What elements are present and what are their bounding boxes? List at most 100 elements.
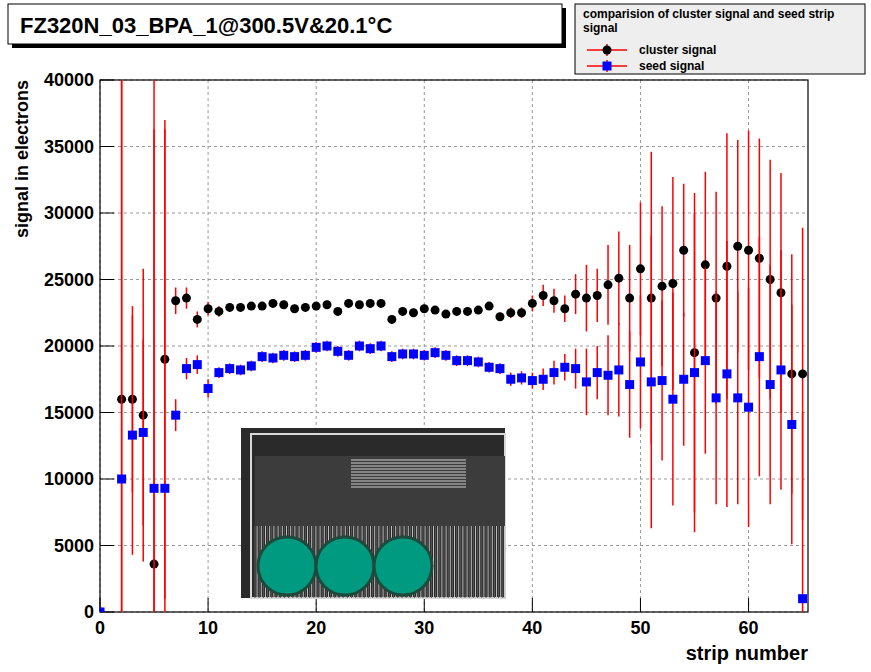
- title-box: [8, 4, 562, 44]
- point: [744, 403, 753, 412]
- error-bar: [121, 80, 123, 612]
- point: [344, 299, 353, 308]
- grid-line-x: [748, 80, 749, 612]
- error-bar: [153, 129, 155, 612]
- point: [452, 356, 461, 365]
- point: [755, 352, 764, 361]
- point: [517, 373, 526, 382]
- point: [528, 299, 537, 308]
- point: [387, 315, 396, 324]
- photo-strip: [446, 526, 447, 598]
- point: [409, 349, 418, 358]
- point: [420, 304, 429, 313]
- point: [204, 304, 213, 313]
- point: [377, 299, 386, 308]
- tick-y: [100, 346, 114, 347]
- point: [204, 384, 213, 393]
- grid-line-y: [100, 346, 808, 347]
- point: [398, 349, 407, 358]
- point: [517, 308, 526, 317]
- tick-y: [100, 80, 114, 81]
- tick-label-x: 50: [630, 618, 650, 638]
- point: [744, 246, 753, 255]
- photo-strip: [490, 526, 491, 598]
- point: [160, 484, 169, 493]
- photo-strip: [460, 526, 461, 598]
- point: [625, 380, 634, 389]
- photo-edge: [251, 434, 505, 598]
- tick-label-y: 20000: [44, 336, 94, 356]
- point: [733, 242, 742, 251]
- photo-pads: [255, 456, 505, 526]
- tick-label-y: 10000: [44, 469, 94, 489]
- tick-label-y: 25000: [44, 270, 94, 290]
- point: [776, 365, 785, 374]
- tick-label-y: 30000: [44, 203, 94, 223]
- point: [366, 299, 375, 308]
- photo-spot: [374, 537, 432, 595]
- point: [549, 368, 558, 377]
- point: [139, 428, 148, 437]
- point: [549, 296, 558, 305]
- point: [355, 300, 364, 309]
- y-axis-title: signal in electrons: [12, 80, 32, 238]
- point: [100, 608, 105, 613]
- point: [171, 411, 180, 420]
- point: [279, 300, 288, 309]
- point: [322, 300, 331, 309]
- photo-strip: [435, 526, 436, 598]
- point: [571, 364, 580, 373]
- point: [495, 364, 504, 373]
- photo-strip: [450, 526, 451, 598]
- point: [117, 475, 126, 484]
- photo-strip: [494, 526, 495, 598]
- photo-strip: [479, 526, 480, 598]
- point: [604, 280, 613, 289]
- photo-strip: [486, 526, 487, 598]
- photo-strip: [488, 526, 489, 598]
- point: [506, 308, 515, 317]
- tick-label-x: 0: [95, 618, 105, 638]
- point: [506, 375, 515, 384]
- photo-strip: [441, 526, 442, 598]
- error-bar: [802, 413, 804, 613]
- point: [182, 294, 191, 303]
- x-axis-title: strip number: [686, 642, 808, 664]
- point: [636, 357, 645, 366]
- point: [798, 369, 807, 378]
- point: [398, 307, 407, 316]
- point: [214, 368, 223, 377]
- tick-x: [424, 598, 425, 612]
- point: [333, 307, 342, 316]
- photo-bond-row: [351, 484, 466, 485]
- title: FZ320N_03_BPA_1@300.5V&20.1°C: [20, 13, 392, 38]
- point: [258, 302, 267, 311]
- point: [236, 365, 245, 374]
- photo-strip: [483, 526, 484, 598]
- photo-bond-row: [351, 487, 466, 488]
- photo-strip: [465, 526, 466, 598]
- point: [420, 351, 429, 360]
- photo-strip: [456, 526, 457, 598]
- photo-strip: [469, 526, 470, 598]
- point: [441, 310, 450, 319]
- error-bar: [164, 129, 166, 612]
- photo-bond-row: [351, 475, 466, 476]
- point: [431, 348, 440, 357]
- point: [463, 356, 472, 365]
- legend-marker: [603, 62, 612, 71]
- point: [474, 357, 483, 366]
- point: [355, 342, 364, 351]
- photo-strip: [437, 526, 438, 598]
- tick-x: [640, 598, 641, 612]
- photo-strip: [444, 526, 445, 598]
- point: [128, 431, 137, 440]
- point: [690, 368, 699, 377]
- point: [247, 302, 256, 311]
- grid-line-x: [640, 80, 641, 612]
- point: [636, 264, 645, 273]
- tick-x: [316, 598, 317, 612]
- photo-bond-row: [351, 469, 466, 470]
- point: [582, 377, 591, 386]
- point: [560, 363, 569, 372]
